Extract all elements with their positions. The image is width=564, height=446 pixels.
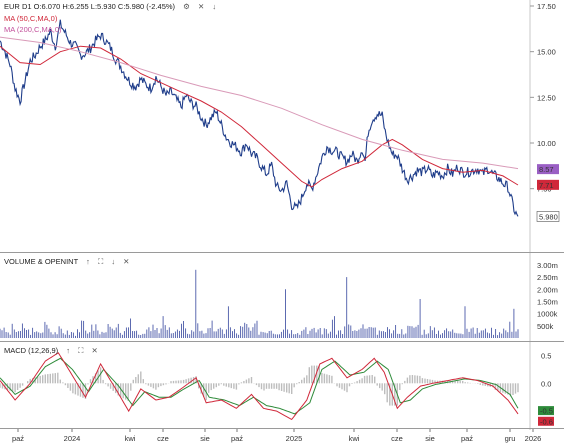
volume-panel [0,269,519,338]
macd-header: MACD (12,26,9) ↑ ⛶ ✕ [4,346,98,356]
price-y-tick-label: 17.50 [537,2,556,11]
maximize-icon[interactable]: ⛶ [78,346,84,355]
y-axis: 17.5015.0012.5010.007.508.577.715.9803.0… [530,2,560,426]
interval-label: D1 [21,2,32,11]
x-tick-label: cze [391,434,403,443]
x-tick-label: paź [461,434,473,443]
price-badge-box [537,179,559,190]
volume-header: VOLUME & OPENINT ↑ ⛶ ↓ ✕ [4,257,129,267]
price-header: EUR D1 O:6.070 H:6.255 L:5.930 C:5.980 (… [4,2,216,11]
ma200-label: MA (200,C,MA,0) [4,25,62,34]
close-icon[interactable]: ✕ [197,2,205,11]
macd-signal-line [0,357,519,415]
volume-y-tick-label: 3.00m [537,261,558,270]
price-panel [0,19,519,217]
x-axis: paź 2024 kwi cze sie paź 2025 kwi cze sie paź gru 20… [12,429,541,443]
symbol-label: EUR [4,2,20,11]
price-y-tick-label: 15.00 [537,48,556,57]
open-value: O:6.070 [33,2,61,11]
price-badge: 5.980 [539,212,558,221]
x-tick-label: 2025 [286,434,303,443]
price-badge: 8.57 [539,165,554,174]
change-value: (-2.45%) [146,2,176,11]
arrow-down-icon[interactable]: ↓ [111,257,116,266]
volume-y-tick-label: 500k [537,322,554,331]
price-line [0,19,519,217]
x-tick-label: paź [231,434,243,443]
macd-y-tick-label: 0.0 [541,379,551,388]
volume-y-tick-label: 1000k [537,310,558,319]
macd-badge-box [538,416,554,426]
ma50-line [0,45,519,188]
arrow-down-icon[interactable]: ↓ [212,2,217,11]
macd-badge: -0.5 [540,407,553,416]
x-tick-label: kwi [125,434,136,443]
high-value: H:6.255 [62,2,89,11]
close-icon[interactable]: ✕ [91,346,98,355]
x-tick-label: gru [505,434,516,443]
ma200-line [0,36,519,170]
macd-badge-box [538,406,554,416]
ma50-label: MA (50,C,MA,0) [4,14,58,23]
macd-badge: -0.6 [540,417,553,426]
low-value: L:5.930 [90,2,116,11]
x-tick-label: kwi [349,434,360,443]
x-tick-label: 2026 [525,434,542,443]
maximize-icon[interactable]: ⛶ [97,257,104,266]
macd-y-tick-label: 0.5 [541,352,551,361]
macd-label: MACD (12,26,9) [4,346,59,355]
arrow-up-icon[interactable]: ↑ [86,257,90,266]
x-tick-label: sie [200,434,210,443]
gear-icon[interactable]: ⚙ [183,2,190,11]
macd-panel [0,352,519,421]
volume-y-tick-label: 2.50m [537,273,558,282]
macd-line [0,352,519,421]
x-tick-label: 2024 [64,434,81,443]
price-badge: 7.71 [539,181,554,190]
price-y-tick-label: 10.00 [537,139,556,148]
close-icon[interactable]: ✕ [123,257,130,266]
volume-y-tick-label: 2.00m [537,285,558,294]
price-y-tick-label: 12.50 [537,93,556,102]
close-value: C:5.980 [117,2,145,11]
volume-label: VOLUME & OPENINT [4,257,79,266]
x-tick-label: cze [157,434,169,443]
arrow-up-icon[interactable]: ↑ [66,346,71,355]
price-badge-box [536,211,560,222]
x-tick-label: paź [12,434,24,443]
x-tick-label: sie [425,434,435,443]
price-badge-box [537,164,559,175]
volume-y-tick-label: 1.50m [537,297,558,306]
